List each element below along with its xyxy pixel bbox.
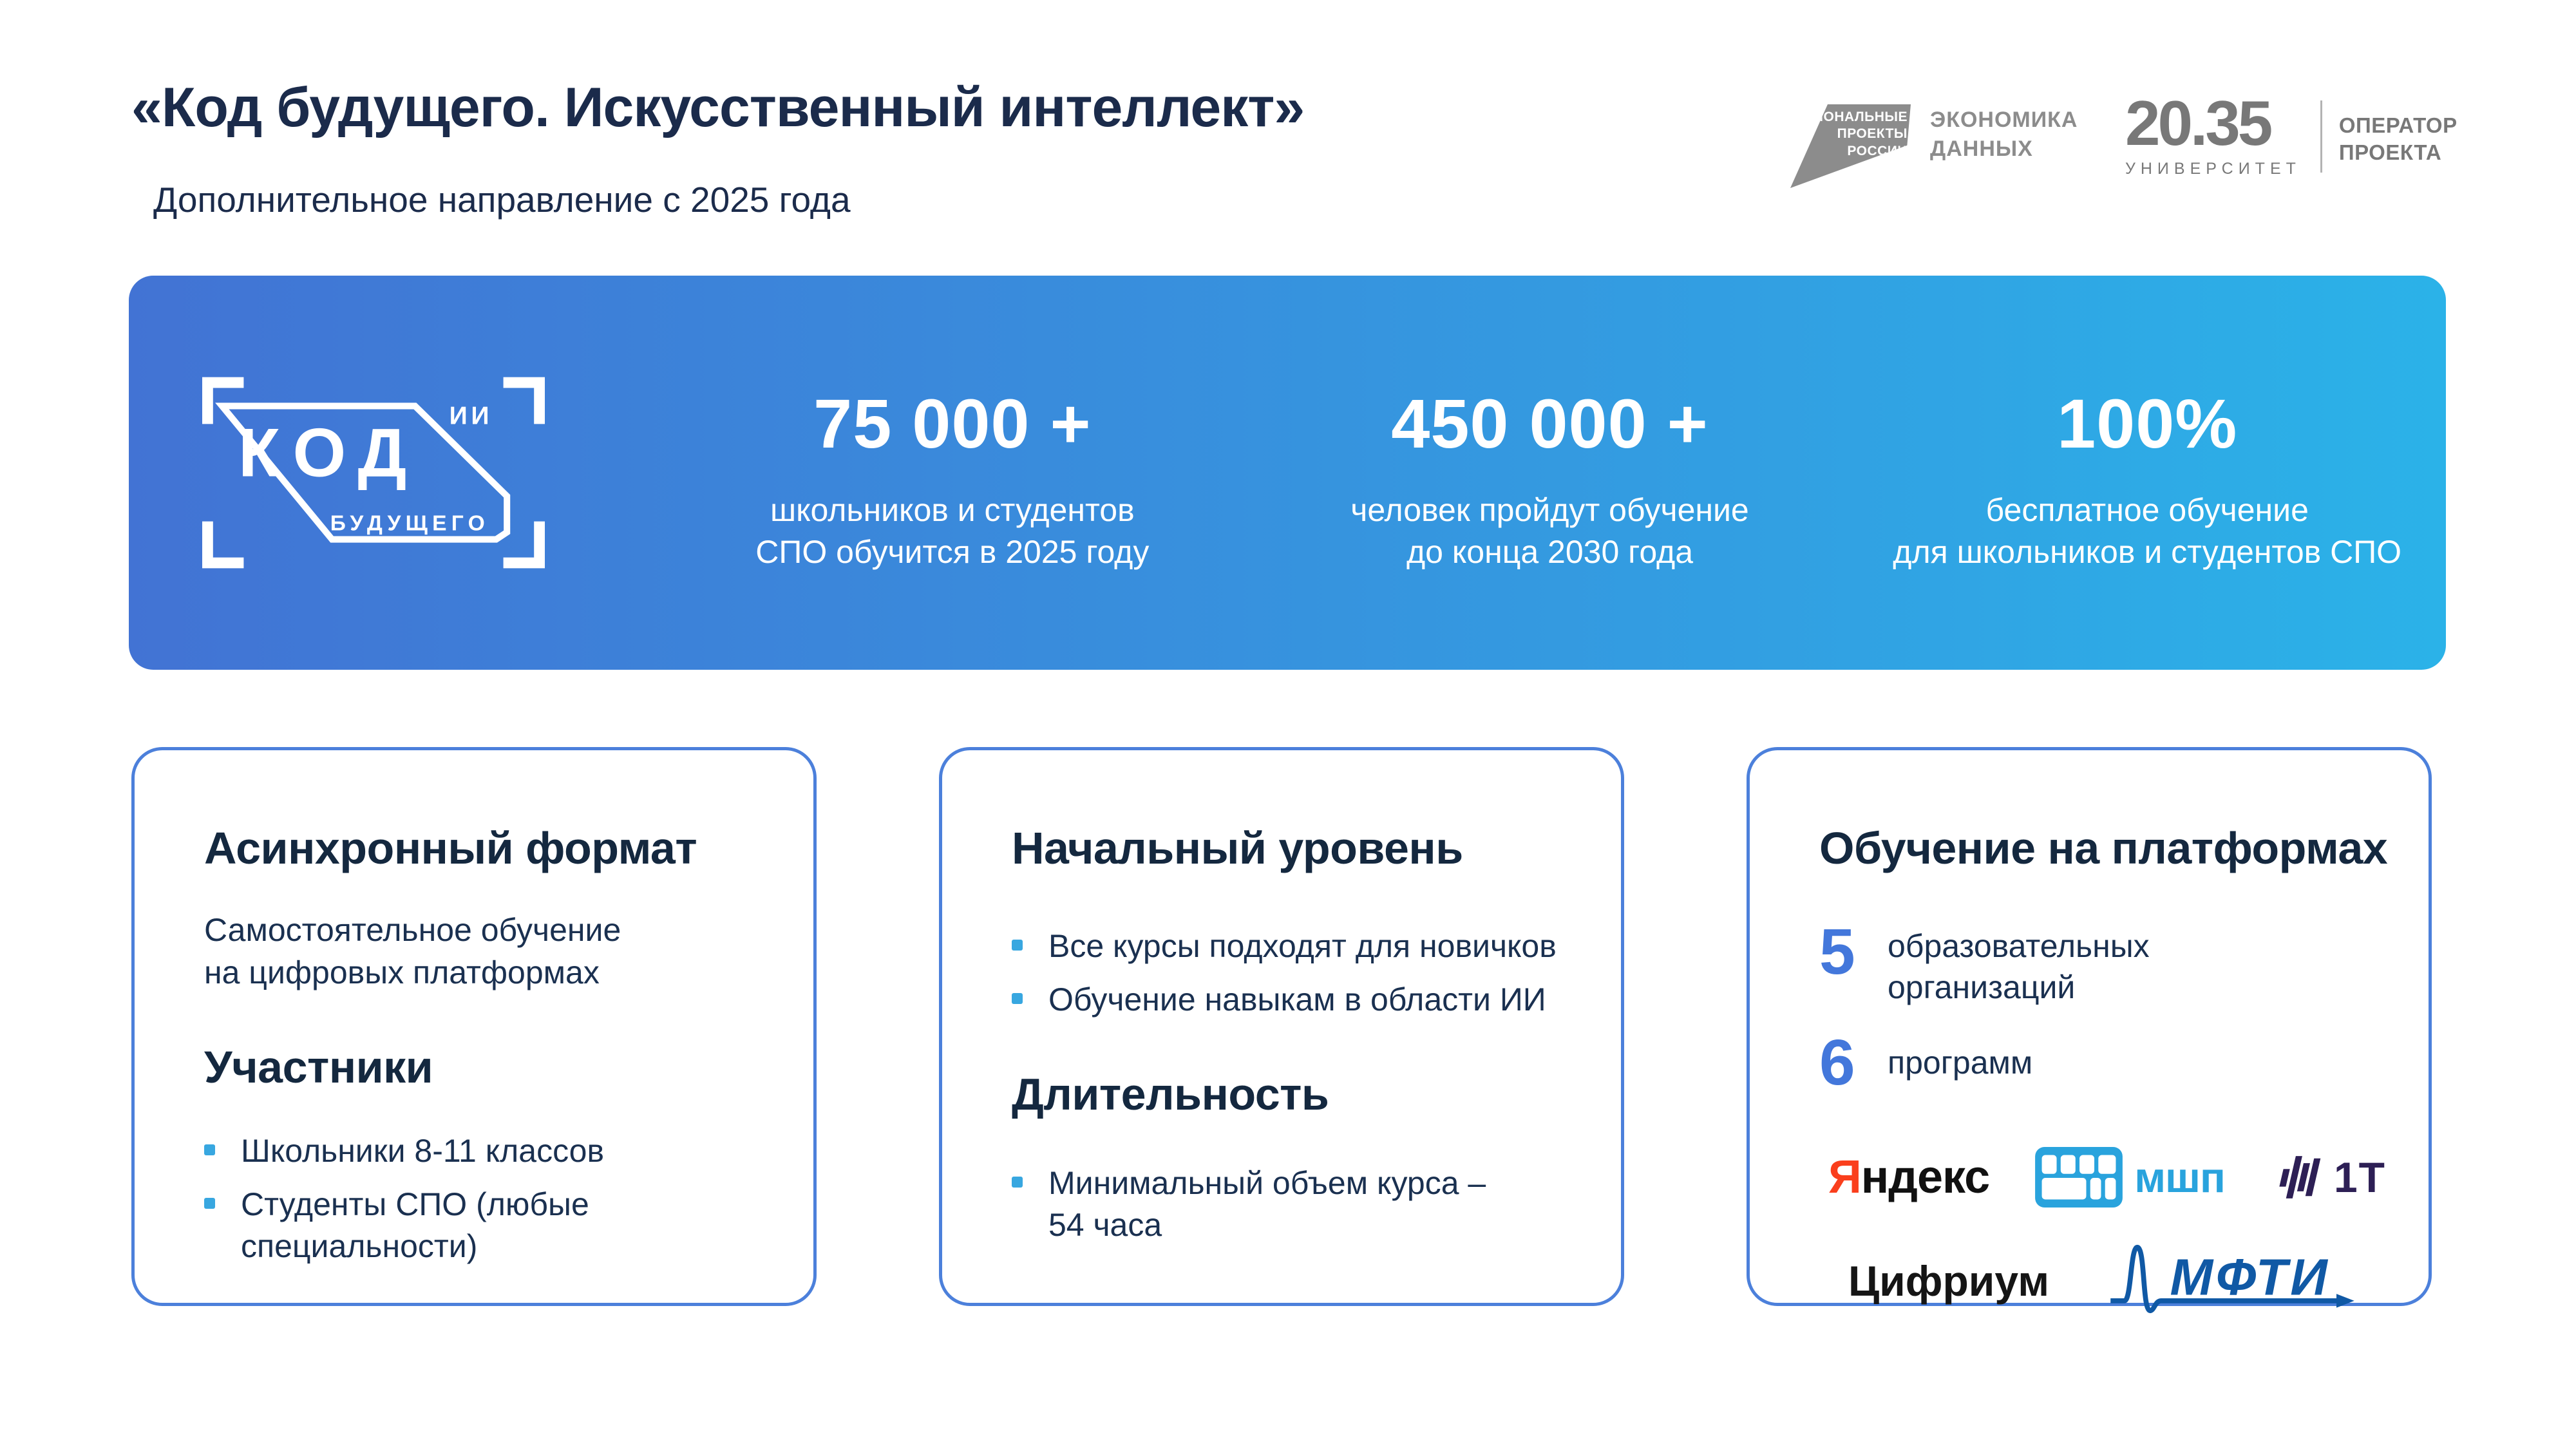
card-beginner-level: Начальный уровень Все курсы подходят для… bbox=[939, 747, 1624, 1306]
role-line: ПРОЕКТА bbox=[2338, 140, 2442, 165]
stat-caption: школьников и студентов СПО обучится в 20… bbox=[755, 491, 1150, 570]
yandex-logo: Яндекс bbox=[1828, 1151, 1990, 1204]
national-program-name: ЭКОНОМИКА ДАННЫХ bbox=[1930, 106, 2078, 188]
counters: 5 образовательных организаций 6 программ bbox=[1819, 916, 2391, 1099]
banner-stats: 75 000 + школьников и студентов СПО обуч… bbox=[654, 383, 2446, 573]
card-heading: Длительность bbox=[1012, 1069, 1329, 1119]
bullet-square-icon bbox=[204, 1144, 215, 1155]
role-line: ОПЕРАТОР bbox=[2338, 113, 2458, 137]
platform-logos-row: Яндекс bbox=[1819, 1147, 2391, 1208]
onet-label: 1Т bbox=[2333, 1153, 2386, 1201]
bullet-list: Все курсы подходят для новичков Обучение… bbox=[1012, 925, 1584, 1021]
university-2035-block: 20.35 УНИВЕРСИТЕТ bbox=[2125, 88, 2301, 178]
national-projects-flag-icon: НАЦИОНАЛЬНЫЕ ПРОЕКТЫ РОССИИ bbox=[1790, 104, 1911, 188]
counter-programs: 6 программ bbox=[1819, 1027, 2391, 1099]
list-item: Все курсы подходят для новичков bbox=[1012, 925, 1584, 967]
mipt-logo: МФТИ bbox=[2105, 1237, 2362, 1324]
card-heading: Асинхронный формат bbox=[204, 823, 697, 873]
platform-logos-row: Цифриум МФТИ bbox=[1819, 1237, 2391, 1324]
list-item: Школьники 8-11 классов bbox=[204, 1130, 776, 1172]
national-projects-logo: НАЦИОНАЛЬНЫЕ ПРОЕКТЫ РОССИИ ЭКОНОМИКА ДА… bbox=[1790, 104, 2078, 188]
kod-sup: ИИ bbox=[450, 402, 493, 430]
kod-outline-shape bbox=[215, 402, 511, 543]
stats-banner: КОД ИИ БУДУЩЕГО 75 000 + школьников и ст… bbox=[129, 276, 2446, 670]
bullet-list: Минимальный объем курса – 54 часа bbox=[1012, 1162, 1584, 1246]
bullet-square-icon bbox=[1012, 940, 1023, 951]
stat-caption: человек пройдут обучение до конца 2030 г… bbox=[1350, 491, 1749, 570]
counter-label: образовательных организаций bbox=[1888, 928, 2150, 1005]
program-line: ДАННЫХ bbox=[1930, 136, 2033, 161]
card-async-format: Асинхронный формат Самостоятельное обуче… bbox=[131, 747, 817, 1306]
stat-value: 75 000 + bbox=[813, 384, 1092, 462]
list-item: Студенты СПО (любые специальности) bbox=[204, 1184, 776, 1267]
onet-logo: 1Т bbox=[2271, 1151, 2386, 1203]
list-item-text: Обучение навыкам в области ИИ bbox=[1048, 981, 1546, 1018]
yandex-letter: Я bbox=[1828, 1151, 1862, 1203]
card-platforms: Обучение на платформах 5 образовательных… bbox=[1747, 747, 2432, 1314]
stat-free-education: 100% бесплатное обучение для школьников … bbox=[1848, 383, 2446, 573]
mshp-logo: мшп bbox=[2035, 1147, 2226, 1208]
stat-caption: бесплатное обучение для школьников и сту… bbox=[1893, 491, 2402, 570]
flag-line: НАЦИОНАЛЬНЫЕ bbox=[1783, 109, 1908, 124]
mipt-pulse-icon: МФТИ bbox=[2110, 1244, 2354, 1314]
university-2035-number: 20.35 bbox=[2125, 88, 2273, 158]
bullet-list: Школьники 8-11 классов Студенты СПО (люб… bbox=[204, 1130, 776, 1267]
card-text: Самостоятельное обучение на цифровых пла… bbox=[204, 912, 621, 990]
counter-number: 6 bbox=[1819, 1027, 1855, 1099]
stat-trained-2030: 450 000 + человек пройдут обучение до ко… bbox=[1251, 383, 1849, 573]
list-item: Обучение навыкам в области ИИ bbox=[1012, 979, 1584, 1021]
stat-value: 100% bbox=[2057, 384, 2238, 462]
info-cards: Асинхронный формат Самостоятельное обуче… bbox=[131, 747, 2432, 1314]
yandex-rest: ндекс bbox=[1861, 1151, 1990, 1203]
list-item-text: Минимальный объем курса – 54 часа bbox=[1048, 1165, 1486, 1243]
counter-label: программ bbox=[1888, 1045, 2033, 1081]
mshp-label: мшп bbox=[2134, 1153, 2226, 1201]
operator-role-label: ОПЕРАТОР ПРОЕКТА bbox=[2339, 112, 2458, 178]
mipt-label: МФТИ bbox=[2170, 1249, 2331, 1306]
divider bbox=[2320, 100, 2322, 173]
list-item-text: Школьники 8-11 классов bbox=[241, 1133, 605, 1169]
university-2035-label: УНИВЕРСИТЕТ bbox=[2125, 160, 2301, 178]
bullet-square-icon bbox=[1012, 1177, 1023, 1188]
bracket-bottom-right-icon bbox=[503, 521, 545, 569]
list-item-text: Все курсы подходят для новичков bbox=[1048, 928, 1557, 964]
mshp-keyboard-icon bbox=[2035, 1147, 2123, 1208]
onet-bars-icon bbox=[2279, 1156, 2321, 1198]
bracket-top-left-icon bbox=[202, 377, 244, 424]
kod-word: КОД bbox=[238, 415, 419, 491]
list-item-text: Студенты СПО (любые специальности) bbox=[241, 1186, 589, 1264]
card-heading: Начальный уровень bbox=[1012, 823, 1463, 873]
university-2035-logo: 20.35 УНИВЕРСИТЕТ ОПЕРАТОР ПРОЕКТА bbox=[2125, 88, 2458, 178]
bullet-square-icon bbox=[1012, 993, 1023, 1004]
kod-budushchego-logo-icon: КОД ИИ БУДУЩЕГО bbox=[202, 377, 545, 569]
bullet-square-icon bbox=[204, 1198, 215, 1209]
platform-logos: Яндекс bbox=[1819, 1147, 2391, 1324]
stat-value: 450 000 + bbox=[1391, 384, 1709, 462]
bracket-top-right-icon bbox=[503, 377, 545, 424]
flag-line: РОССИИ bbox=[1847, 143, 1908, 158]
counter-number: 5 bbox=[1819, 916, 1855, 988]
card-heading: Участники bbox=[204, 1042, 433, 1092]
page-subtitle: Дополнительное направление с 2025 года bbox=[153, 180, 851, 220]
kod-bottom-word: БУДУЩЕГО bbox=[330, 512, 489, 536]
counter-organizations: 5 образовательных организаций bbox=[1819, 916, 2391, 1008]
list-item: Минимальный объем курса – 54 часа bbox=[1012, 1162, 1584, 1246]
flag-line: ПРОЕКТЫ bbox=[1837, 126, 1908, 142]
page-title: «Код будущего. Искусственный интеллект» bbox=[131, 77, 1305, 138]
tsifrium-logo: Цифриум bbox=[1848, 1256, 2050, 1305]
bracket-bottom-left-icon bbox=[202, 521, 244, 569]
card-heading: Обучение на платформах bbox=[1819, 823, 2388, 873]
program-line: ЭКОНОМИКА bbox=[1930, 108, 2078, 132]
national-projects-flag-text: НАЦИОНАЛЬНЫЕ ПРОЕКТЫ РОССИИ bbox=[1783, 109, 1908, 160]
stat-schoolchildren: 75 000 + школьников и студентов СПО обуч… bbox=[654, 383, 1251, 573]
